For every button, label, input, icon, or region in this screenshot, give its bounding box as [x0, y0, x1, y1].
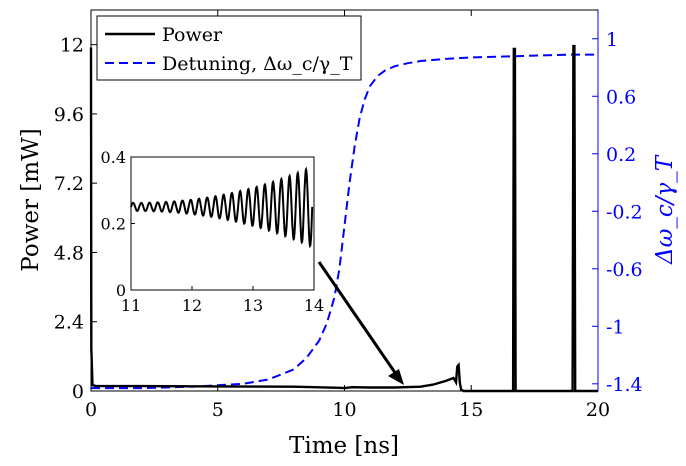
legend-power-label: Power [162, 24, 223, 46]
inset-y-tick-label: 0.2 [101, 215, 126, 234]
y-left-tick-label: 0 [72, 381, 84, 403]
annotation-arrow-head [388, 369, 404, 385]
inset-y-tick-label: 0 [116, 281, 126, 300]
y-left-tick-label: 9.6 [54, 104, 84, 126]
y-left-tick-label: 4.8 [54, 242, 84, 264]
legend: Power Detuning, Δω_c/γ_T [96, 15, 362, 81]
y-right-axis-label: Δω_c/γ_T [652, 154, 678, 265]
x-tick-label: 5 [212, 399, 224, 421]
legend-detuning-label: Detuning, Δω_c/γ_T [162, 53, 353, 75]
x-ticks: 0 5 10 15 20 [85, 10, 610, 421]
inset-power-line [130, 166, 314, 249]
annotation-arrow-shaft [317, 261, 400, 378]
y-left-ticks: 0 2.4 4.8 7.2 9.6 12 [54, 35, 97, 403]
x-tick-label: 10 [332, 399, 356, 421]
y-right-tick-label: 0.2 [606, 144, 636, 166]
y-right-tick-label: 0.6 [606, 86, 636, 108]
inset-x-tick-label: 12 [182, 296, 202, 315]
y-left-tick-label: 12 [60, 35, 84, 57]
main-plot: 0 5 10 15 20 02.44.87.29.612 -1.4-1-0.6-0.20… [54, 9, 643, 421]
y-right-ticks: -1.4 -1 -0.6 -0.2 0.2 0.6 1 [592, 29, 643, 396]
inset-x-ticks: 11 12 13 14 [121, 286, 324, 315]
y-right-tick-label: 1 [606, 29, 618, 51]
x-axis-label: Time [ns] [289, 433, 399, 459]
inset-x-tick-label: 13 [243, 296, 263, 315]
inset-x-tick-label: 11 [121, 296, 141, 315]
y-left-tick-label: 7.2 [54, 173, 84, 195]
x-tick-label: 20 [586, 399, 610, 421]
inset-x-tick-label: 14 [304, 296, 324, 315]
y-left-axis-label: Power [mW] [18, 128, 44, 271]
y-left-tick-label: 2.4 [54, 312, 84, 334]
y-right-tick-label: -0.6 [606, 259, 643, 281]
inset-y-ticks: 0 0.2 0.4 [101, 148, 135, 300]
inset-y-tick-label: 0.4 [101, 148, 126, 167]
inset-plot: 11 12 13 14 0 0.2 0.4 [101, 148, 325, 315]
x-tick-label: 0 [85, 399, 97, 421]
power-series-line [89, 44, 598, 393]
x-tick-label: 15 [459, 399, 483, 421]
y-right-tick-label: -1.4 [606, 374, 643, 396]
y-right-tick-label: -0.2 [606, 201, 643, 223]
detuning-series-line [91, 53, 598, 390]
legend-box [96, 15, 362, 81]
y-right-tick-label: -1 [606, 316, 625, 338]
